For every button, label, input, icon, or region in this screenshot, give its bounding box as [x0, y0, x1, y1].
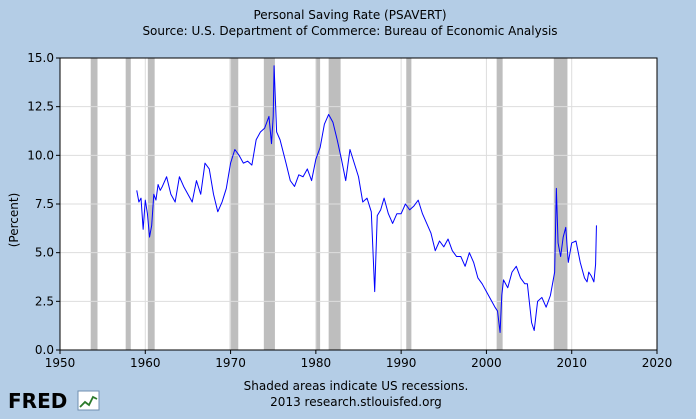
fred-logo[interactable]: FRED [8, 389, 100, 413]
y-axis-label: (Percent) [7, 193, 21, 248]
grid-lines [60, 58, 657, 350]
y-tick-label: 0.0 [35, 343, 54, 357]
chart-subtitle: Source: U.S. Department of Commerce: Bur… [142, 24, 557, 38]
series-line-0 [136, 65, 597, 333]
y-axis-ticks: 0.0 2.5 5.0 7.5 10.0 12.5 15.0 [27, 51, 60, 357]
y-tick-label: 7.5 [35, 197, 54, 211]
y-tick-label: 5.0 [35, 246, 54, 260]
fred-chart-icon [77, 390, 100, 411]
y-tick-label: 10.0 [27, 148, 54, 162]
y-tick-label: 12.5 [27, 100, 54, 114]
x-tick-label: 1950 [45, 356, 76, 370]
y-tick-label: 2.5 [35, 294, 54, 308]
source-credit: 2013 research.stlouisfed.org [270, 395, 442, 409]
chart-title: Personal Saving Rate (PSAVERT) [253, 8, 446, 22]
x-tick-label: 1980 [301, 356, 332, 370]
x-tick-label: 1960 [130, 356, 161, 370]
x-tick-label: 2020 [642, 356, 673, 370]
x-tick-label: 1970 [215, 356, 246, 370]
recession-footnote: Shaded areas indicate US recessions. [244, 379, 469, 393]
fred-wordmark: FRED [8, 389, 67, 413]
x-tick-label: 1990 [386, 356, 417, 370]
series-layer [136, 65, 597, 333]
y-tick-label: 15.0 [27, 51, 54, 65]
x-axis-ticks: 1950 1960 1970 1980 1990 2000 2010 2020 [45, 350, 673, 370]
x-tick-label: 2010 [556, 356, 587, 370]
x-tick-label: 2000 [471, 356, 502, 370]
